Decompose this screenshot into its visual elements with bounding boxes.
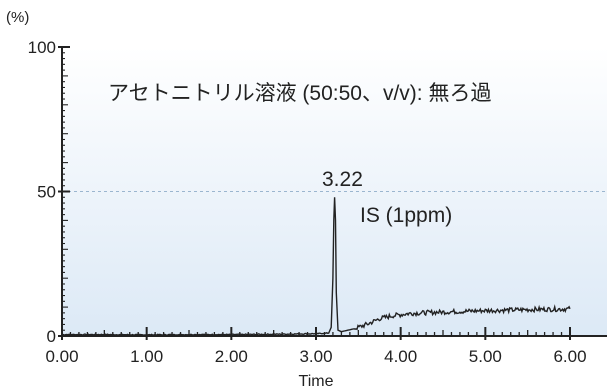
x-tick-label: 2.00: [215, 347, 248, 366]
y-tick-label: 50: [37, 183, 56, 202]
y-axis-label: (%): [6, 9, 29, 26]
y-tick-label: 0: [47, 327, 56, 346]
x-tick-label: 6.00: [553, 347, 586, 366]
y-tick-label: 100: [28, 38, 56, 57]
x-tick-label: 5.00: [469, 347, 502, 366]
x-tick-label: 1.00: [130, 347, 163, 366]
tick-labels: 0.00 1.00 2.00 3.00 4.00 5.00 6.00 0 50 100: [28, 38, 587, 366]
peak-compound-label: IS (1ppm): [360, 204, 452, 227]
x-tick-label: 0.00: [45, 347, 78, 366]
x-axis-label: Time: [299, 373, 334, 390]
x-tick-label: 4.00: [384, 347, 417, 366]
peak-retention-label: 3.22: [322, 168, 363, 191]
x-tick-label: 3.00: [299, 347, 332, 366]
series-line: [61, 197, 571, 336]
chart-title: アセトニトリル溶液 (50:50、v/v): 無ろ過: [108, 82, 491, 105]
